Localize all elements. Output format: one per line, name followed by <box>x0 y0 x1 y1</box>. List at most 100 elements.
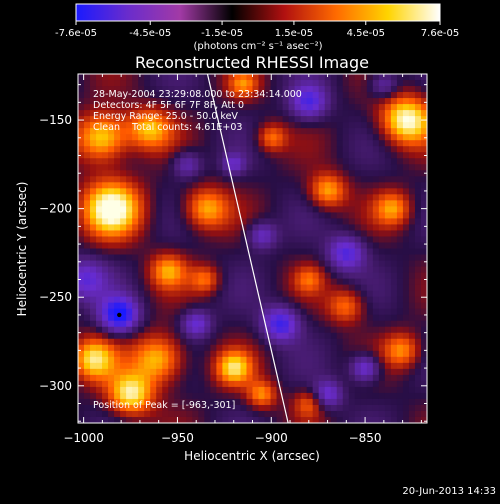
heatmap-cell <box>240 398 247 406</box>
heatmap-cell <box>276 200 283 207</box>
heatmap-cell <box>78 380 85 388</box>
heatmap-cell <box>378 308 386 316</box>
heatmap-cell <box>228 92 235 99</box>
heatmap-cell <box>138 128 145 135</box>
heatmap-cell <box>234 74 241 81</box>
heatmap-cell <box>318 152 326 159</box>
heatmap-cell <box>318 386 326 394</box>
heatmap-cell <box>84 344 91 352</box>
heatmap-cell <box>90 344 97 352</box>
heatmap-cell <box>420 248 427 255</box>
heatmap-cell <box>366 98 374 105</box>
heatmap-cell <box>204 188 211 195</box>
heatmap-cell <box>300 344 308 352</box>
heatmap-cell <box>366 272 374 279</box>
heatmap-cell <box>366 338 374 346</box>
heatmap-cell <box>156 74 163 81</box>
heatmap-cell <box>144 272 151 279</box>
heatmap-cell <box>114 320 121 328</box>
heatmap-cell <box>414 254 422 261</box>
heatmap-cell <box>156 116 163 123</box>
heatmap-cell <box>294 176 302 183</box>
heatmap-cell <box>414 122 422 129</box>
heatmap-cell <box>324 332 332 340</box>
heatmap-cell <box>204 146 211 153</box>
heatmap-cell <box>126 374 133 382</box>
heatmap-cell <box>84 104 91 111</box>
heatmap-cell <box>168 242 175 249</box>
heatmap-cell <box>252 188 259 195</box>
heatmap-cell <box>324 194 332 201</box>
heatmap-cell <box>150 362 157 370</box>
heatmap-cell <box>186 188 193 195</box>
heatmap-cell <box>228 326 235 334</box>
heatmap-cell <box>282 140 290 147</box>
heatmap-cell <box>114 98 121 105</box>
heatmap-cell <box>354 152 362 159</box>
heatmap-cell <box>300 320 308 328</box>
heatmap-cell <box>150 368 157 376</box>
heatmap-cell <box>78 338 85 346</box>
heatmap-cell <box>402 338 410 346</box>
heatmap-cell <box>378 152 386 159</box>
heatmap-cell <box>372 122 380 129</box>
heatmap-cell <box>204 218 211 225</box>
heatmap-cell <box>234 350 241 358</box>
solar-limb-line <box>206 74 289 423</box>
heatmap-cell <box>276 314 283 322</box>
heatmap-cell <box>216 134 223 141</box>
heatmap-cell <box>246 338 253 346</box>
heatmap-cell <box>174 320 181 328</box>
heatmap-cell <box>414 248 422 255</box>
heatmap-cell <box>420 218 427 225</box>
heatmap-cell <box>330 308 338 316</box>
heatmap-cell <box>96 80 103 87</box>
heatmap-cell <box>270 362 277 370</box>
heatmap-cell <box>144 230 151 237</box>
heatmap-cell <box>120 344 127 352</box>
heatmap-cell <box>138 266 145 273</box>
heatmap-cell <box>354 98 362 105</box>
heatmap-cell <box>324 164 332 171</box>
heatmap-cell <box>174 362 181 370</box>
heatmap-cell <box>114 278 121 286</box>
heatmap-cell <box>402 380 410 388</box>
heatmap-cell <box>114 284 121 292</box>
heatmap-cell <box>312 314 320 322</box>
heatmap-cell <box>396 98 404 105</box>
heatmap-cell <box>396 326 404 334</box>
heatmap-cell <box>108 374 115 382</box>
heatmap-cell <box>84 128 91 135</box>
heatmap-cell <box>366 266 374 273</box>
heatmap-cell <box>348 254 356 261</box>
heatmap-cell <box>228 266 235 273</box>
heatmap-cell <box>420 92 427 99</box>
heatmap-cell <box>228 272 235 279</box>
heatmap-cell <box>114 182 121 189</box>
heatmap-cell <box>312 224 320 231</box>
heatmap-cell <box>324 122 332 129</box>
heatmap-cell <box>330 356 338 364</box>
heatmap-cell <box>282 380 290 388</box>
heatmap-cell <box>198 92 205 99</box>
heatmap-cell <box>378 92 386 99</box>
heatmap-cell <box>174 284 181 292</box>
heatmap-cell <box>204 302 211 310</box>
heatmap-cell <box>222 134 229 141</box>
heatmap-cell <box>216 290 223 298</box>
heatmap-cell <box>348 188 356 195</box>
heatmap-cell <box>138 134 145 141</box>
heatmap-cell <box>102 134 109 141</box>
heatmap-cell <box>264 416 271 423</box>
heatmap-cell <box>144 176 151 183</box>
heatmap-cell <box>378 338 386 346</box>
heatmap-cell <box>372 242 380 249</box>
heatmap-cell <box>102 356 109 364</box>
heatmap-cell <box>366 404 374 412</box>
heatmap-cell <box>318 410 326 418</box>
heatmap-cell <box>168 224 175 231</box>
heatmap-cell <box>318 302 326 310</box>
heatmap-cell <box>246 164 253 171</box>
heatmap-cell <box>342 170 350 177</box>
heatmap-cell <box>348 368 356 376</box>
